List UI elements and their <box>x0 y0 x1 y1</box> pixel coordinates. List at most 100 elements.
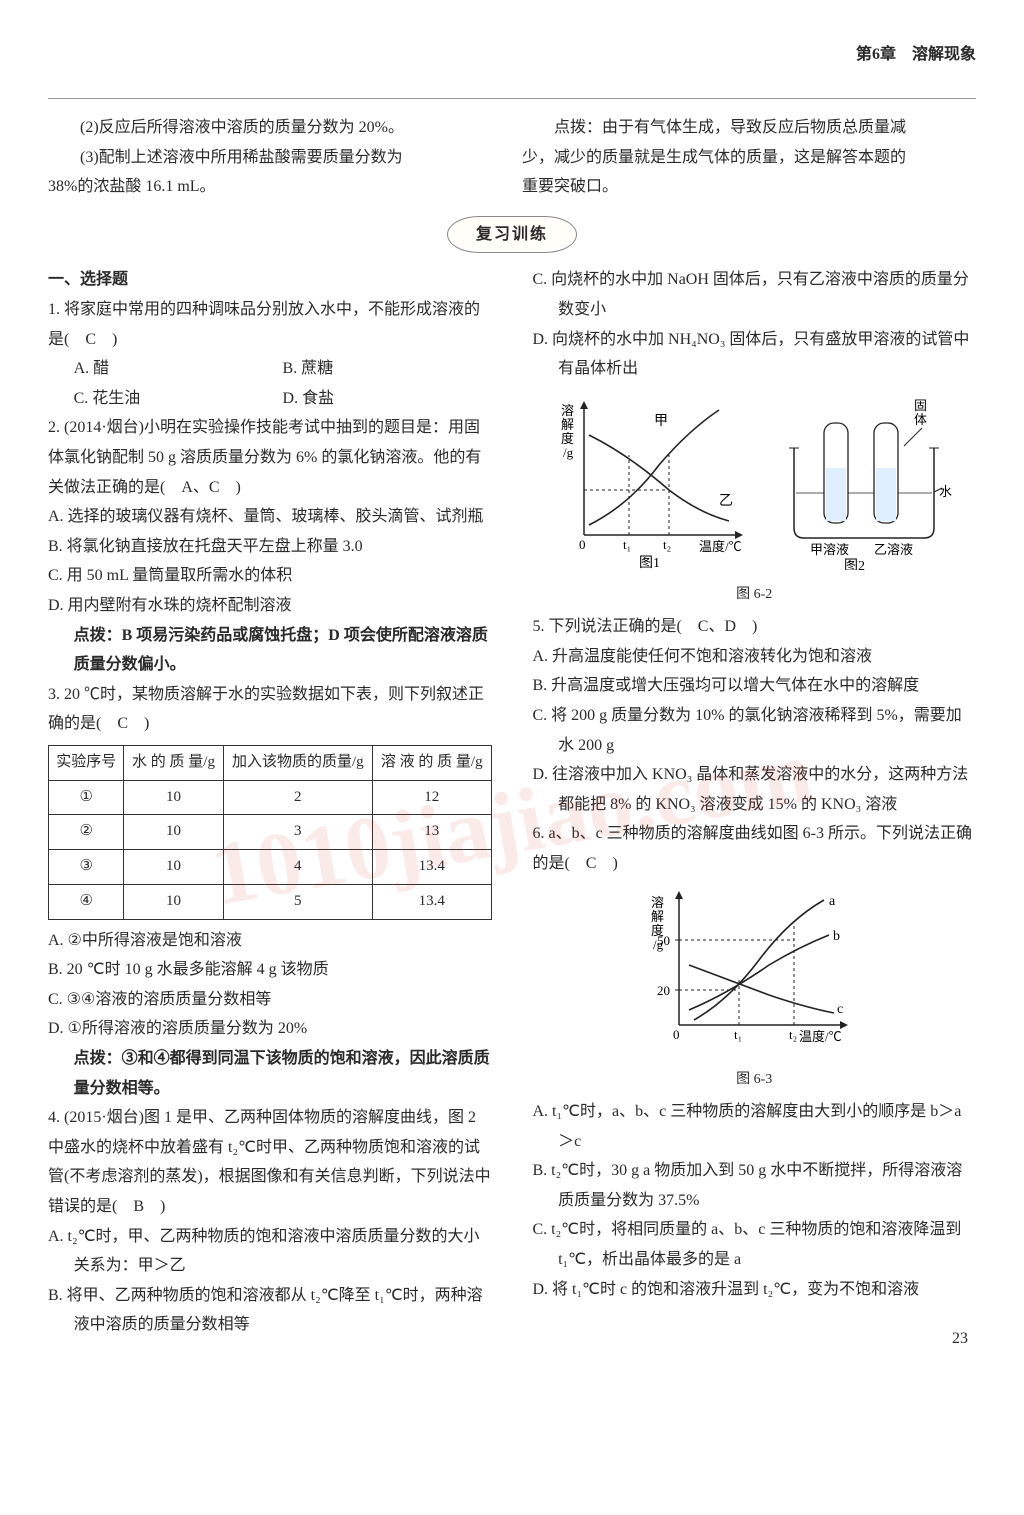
q3-td: 10 <box>124 780 223 815</box>
q3-td: ② <box>49 815 124 850</box>
fig-6-3-svg: 溶 解 度 /g 温度/℃ 50 20 t₁ t₂ 0 <box>639 885 869 1055</box>
section-heading: 一、选择题 <box>48 265 492 295</box>
svg-text:乙溶液: 乙溶液 <box>874 542 913 557</box>
fig63-xlabel: 温度/℃ <box>799 1029 842 1044</box>
page: 第6章 溶解现象 (2)反应后所得溶液中溶质的质量分数为 20%。 (3)配制上… <box>0 0 1024 1370</box>
svg-text:解: 解 <box>561 417 574 432</box>
q3-hint: 点拨：③和④都得到同温下该物质的饱和溶液，因此溶质质量分数相等。 <box>48 1044 492 1103</box>
svg-text:解: 解 <box>651 909 664 924</box>
q4-opt-d: D. 向烧杯的水中加 NH₄NO₃ 固体后，只有盛放甲溶液的试管中有晶体析出 <box>532 325 976 384</box>
q5-opt-b: B. 升高温度或增大压强均可以增大气体在水中的溶解度 <box>532 671 976 701</box>
q3-th: 实验序号 <box>49 745 124 780</box>
table-row: ③ 10 4 13.4 <box>49 850 492 885</box>
page-number: 23 <box>952 1324 968 1354</box>
top-right-line: 点拨：由于有气体生成，导致反应后物质总质量减 <box>522 113 976 143</box>
q3-td: 4 <box>223 850 372 885</box>
q2-stem: 2. (2014·烟台)小明在实验操作技能考试中抽到的题目是：用固体氯化钠配制 … <box>48 413 492 502</box>
q1-opts-row: A. 醋 B. 蔗糖 <box>48 354 492 384</box>
q5-opt-c: C. 将 200 g 质量分数为 10% 的氯化钠溶液稀释到 5%，需要加水 2… <box>532 701 976 760</box>
top-right: 点拨：由于有气体生成，导致反应后物质总质量减 少，减少的质量就是生成气体的质量，… <box>522 113 976 202</box>
right-column: C. 向烧杯的水中加 NaOH 固体后，只有乙溶液中溶质的质量分数变小 D. 向… <box>532 265 976 1340</box>
svg-text:0: 0 <box>579 537 586 552</box>
fig1-xlabel: 温度/℃ <box>699 539 742 554</box>
q1-stem: 1. 将家庭中常用的四种调味品分别放入水中，不能形成溶液的是( C ) <box>48 295 492 354</box>
q3-td: 5 <box>223 884 372 919</box>
q2-opt-c: C. 用 50 mL 量筒量取所需水的体积 <box>48 561 492 591</box>
table-row: ④ 10 5 13.4 <box>49 884 492 919</box>
two-column-body: 1010jiajiao.com 一、选择题 1. 将家庭中常用的四种调味品分别放… <box>48 265 976 1340</box>
fig63-t1: t₁ <box>734 1027 742 1042</box>
q2-opt-b: B. 将氯化钠直接放在托盘天平左盘上称量 3.0 <box>48 532 492 562</box>
fig1-label: 图1 <box>639 556 660 570</box>
q3-td: 12 <box>373 780 492 815</box>
table-row: ② 10 3 13 <box>49 815 492 850</box>
q1-opt-c: C. 花生油 <box>74 384 283 414</box>
fig-6-2-caption: 图 6-2 <box>532 582 976 608</box>
q6-opt-b: B. t₂℃时，30 g a 物质加入到 50 g 水中不断搅拌，所得溶液溶质质… <box>532 1156 976 1215</box>
chapter-title: 第6章 溶解现象 <box>856 40 976 70</box>
left-column: 一、选择题 1. 将家庭中常用的四种调味品分别放入水中，不能形成溶液的是( C … <box>48 265 492 1340</box>
fig1-t2: t₂ <box>663 537 671 552</box>
q3-td: ③ <box>49 850 124 885</box>
q6-stem: 6. a、b、c 三种物质的溶解度曲线如图 6-3 所示。下列说法正确的是( C… <box>532 819 976 878</box>
fig-6-2-svg: 溶 解 度 /g 温度/℃ 甲 乙 <box>549 390 959 570</box>
fig1-t1: t₁ <box>623 537 631 552</box>
table-header-row: 实验序号 水 的 质 量/g 加入该物质的质量/g 溶 液 的 质 量/g <box>49 745 492 780</box>
q3-stem: 3. 20 ℃时，某物质溶解于水的实验数据如下表，则下列叙述正确的是( C ) <box>48 680 492 739</box>
q3-th: 溶 液 的 质 量/g <box>373 745 492 780</box>
fig1-yi: 乙 <box>719 493 733 509</box>
q4-opt-b: B. 将甲、乙两种物质的饱和溶液都从 t₂℃降至 t₁℃时，两种溶液中溶质的质量… <box>48 1281 492 1340</box>
q3-td: 13.4 <box>373 884 492 919</box>
svg-text:固: 固 <box>914 398 927 413</box>
q3-opt-c: C. ③④溶液的溶质质量分数相等 <box>48 985 492 1015</box>
q3-td: 3 <box>223 815 372 850</box>
table-row: ① 10 2 12 <box>49 780 492 815</box>
svg-text:甲溶液: 甲溶液 <box>810 542 849 557</box>
column-divider <box>512 265 513 1340</box>
top-left: (2)反应后所得溶液中溶质的质量分数为 20%。 (3)配制上述溶液中所用稀盐酸… <box>48 113 502 202</box>
svg-text:度: 度 <box>561 431 574 446</box>
q1-opt-b: B. 蔗糖 <box>283 354 492 384</box>
q1-opts-row: C. 花生油 D. 食盐 <box>48 384 492 414</box>
fig63-c: c <box>837 1002 843 1017</box>
q5-stem: 5. 下列说法正确的是( C、D ) <box>532 612 976 642</box>
q3-opt-b: B. 20 ℃时 10 g 水最多能溶解 4 g 该物质 <box>48 955 492 985</box>
q4-stem: 4. (2015·烟台)图 1 是甲、乙两种固体物质的溶解度曲线，图 2 中盛水… <box>48 1103 492 1221</box>
q2-opt-a: A. 选择的玻璃仪器有烧杯、量筒、玻璃棒、胶头滴管、试剂瓶 <box>48 502 492 532</box>
q6-opt-a: A. t₁℃时，a、b、c 三种物质的溶解度由大到小的顺序是 b＞a＞c <box>532 1097 976 1156</box>
q1-opt-d: D. 食盐 <box>283 384 492 414</box>
svg-text:溶: 溶 <box>561 403 574 418</box>
header-rule <box>48 98 976 99</box>
fig63-y20: 20 <box>657 983 670 998</box>
fig-6-2: 溶 解 度 /g 温度/℃ 甲 乙 <box>532 390 976 608</box>
q4-opt-c: C. 向烧杯的水中加 NaOH 固体后，只有乙溶液中溶质的质量分数变小 <box>532 265 976 324</box>
section-title-wrap: 复习训练 <box>48 216 976 254</box>
q2-opt-d: D. 用内壁附有水珠的烧杯配制溶液 <box>48 591 492 621</box>
top-content: (2)反应后所得溶液中溶质的质量分数为 20%。 (3)配制上述溶液中所用稀盐酸… <box>48 113 976 202</box>
svg-text:0: 0 <box>673 1027 680 1042</box>
q3-td: 10 <box>124 850 223 885</box>
fig1-jia: 甲 <box>654 414 668 429</box>
q6-opt-c: C. t₂℃时，将相同质量的 a、b、c 三种物质的饱和溶液降温到 t₁℃，析出… <box>532 1215 976 1274</box>
top-left-line: (2)反应后所得溶液中溶质的质量分数为 20%。 <box>48 113 502 143</box>
page-header: 第6章 溶解现象 <box>48 40 976 90</box>
q3-td: 2 <box>223 780 372 815</box>
top-right-line: 少，减少的质量就是生成气体的质量，这是解答本题的 <box>522 143 976 173</box>
q3-th: 水 的 质 量/g <box>124 745 223 780</box>
fig2-label: 图2 <box>844 559 865 570</box>
q3-th: 加入该物质的质量/g <box>223 745 372 780</box>
q6-opt-d: D. 将 t₁℃时 c 的饱和溶液升温到 t₂℃，变为不饱和溶液 <box>532 1275 976 1305</box>
q3-td: 10 <box>124 884 223 919</box>
q3-opt-d: D. ①所得溶液的溶质质量分数为 20% <box>48 1014 492 1044</box>
top-right-line: 重要突破口。 <box>522 172 976 202</box>
fig63-a: a <box>829 894 836 909</box>
fig63-t2: t₂ <box>789 1027 797 1042</box>
q3-td: 10 <box>124 815 223 850</box>
q3-opt-a: A. ②中所得溶液是饱和溶液 <box>48 926 492 956</box>
q5-opt-d: D. 往溶液中加入 KNO₃ 晶体和蒸发溶液中的水分，这两种方法都能把 8% 的… <box>532 760 976 819</box>
q3-td: 13.4 <box>373 850 492 885</box>
q3-td: ① <box>49 780 124 815</box>
fig-6-3: 溶 解 度 /g 温度/℃ 50 20 t₁ t₂ 0 <box>532 885 976 1093</box>
fig-6-3-caption: 图 6-3 <box>532 1067 976 1093</box>
q2-hint: 点拨：B 项易污染药品或腐蚀托盘；D 项会使所配溶液溶质质量分数偏小。 <box>48 621 492 680</box>
